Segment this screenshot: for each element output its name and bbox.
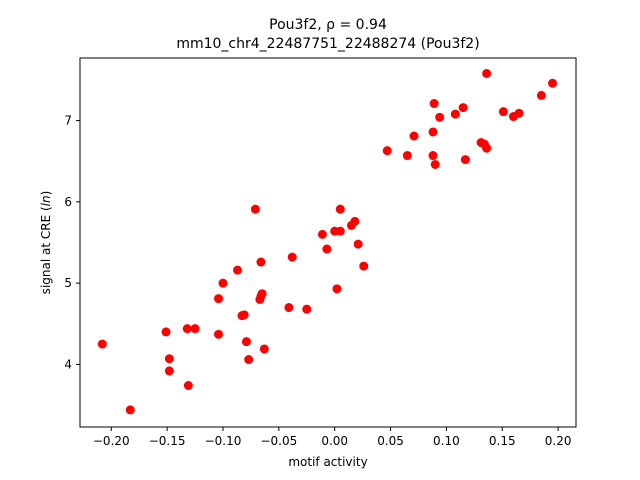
data-point	[244, 355, 254, 365]
data-point	[214, 294, 224, 304]
data-point	[353, 239, 363, 249]
data-point	[164, 354, 174, 364]
data-point	[97, 339, 107, 349]
data-point	[287, 252, 297, 262]
x-tick-label: −0.15	[149, 434, 186, 448]
x-axis-ticks: −0.20 −0.15 −0.10 −0.05 0.00 0.05 0.10 0.15 0.20	[93, 427, 572, 448]
data-point	[435, 112, 445, 122]
data-point	[428, 151, 438, 161]
data-point	[402, 151, 412, 161]
y-tick-label: 4	[64, 357, 72, 371]
y-tick-label: 5	[64, 276, 72, 290]
data-point	[183, 381, 193, 391]
data-point	[548, 78, 558, 88]
data-point	[233, 265, 243, 275]
x-tick-label: −0.05	[260, 434, 297, 448]
data-point	[460, 155, 470, 165]
x-tick-label: 0.05	[377, 434, 404, 448]
x-tick-label: −0.20	[93, 434, 130, 448]
y-axis-label: signal at CRE (ln)	[39, 191, 53, 295]
data-points	[97, 68, 558, 415]
data-point	[259, 344, 269, 354]
x-tick-label: 0.15	[489, 434, 516, 448]
chart-title-line1: Pou3f2, ρ = 0.94	[269, 17, 387, 33]
data-point	[335, 204, 345, 214]
y-tick-label: 7	[64, 114, 72, 128]
axes-frame	[79, 57, 577, 428]
data-point	[182, 324, 192, 334]
data-point	[250, 204, 260, 214]
data-point	[256, 257, 266, 267]
x-tick-label: 0.10	[433, 434, 460, 448]
data-point	[450, 109, 460, 119]
data-point	[382, 146, 392, 156]
data-point	[241, 337, 251, 347]
data-point	[190, 324, 200, 334]
chart-title-line2: mm10_chr4_22487751_22488274 (Pou3f2)	[176, 36, 479, 52]
data-point	[257, 289, 267, 299]
data-point	[335, 226, 345, 236]
data-point	[302, 304, 312, 314]
data-point	[514, 108, 524, 118]
data-point	[161, 327, 171, 337]
data-point	[359, 261, 369, 271]
data-point	[482, 143, 492, 153]
data-point	[428, 127, 438, 137]
x-axis-label: motif activity	[288, 455, 367, 469]
data-point	[409, 131, 419, 141]
data-point	[218, 278, 228, 288]
x-tick-label: 0.20	[545, 434, 572, 448]
y-tick-label: 6	[64, 195, 72, 209]
data-point	[458, 103, 468, 113]
y-axis-ticks: 4 5 6 7	[64, 114, 80, 371]
data-point	[164, 366, 174, 376]
x-tick-label: 0.00	[321, 434, 348, 448]
data-point	[322, 244, 332, 254]
data-point	[350, 216, 360, 226]
data-point	[332, 284, 342, 294]
x-tick-label: −0.10	[205, 434, 242, 448]
data-point	[429, 99, 439, 109]
data-point	[482, 68, 492, 78]
data-point	[430, 159, 440, 169]
data-point	[498, 107, 508, 117]
data-point	[284, 303, 294, 313]
data-point	[317, 229, 327, 239]
data-point	[214, 329, 224, 339]
data-point	[125, 405, 135, 415]
data-point	[536, 90, 546, 100]
data-point	[239, 310, 249, 320]
